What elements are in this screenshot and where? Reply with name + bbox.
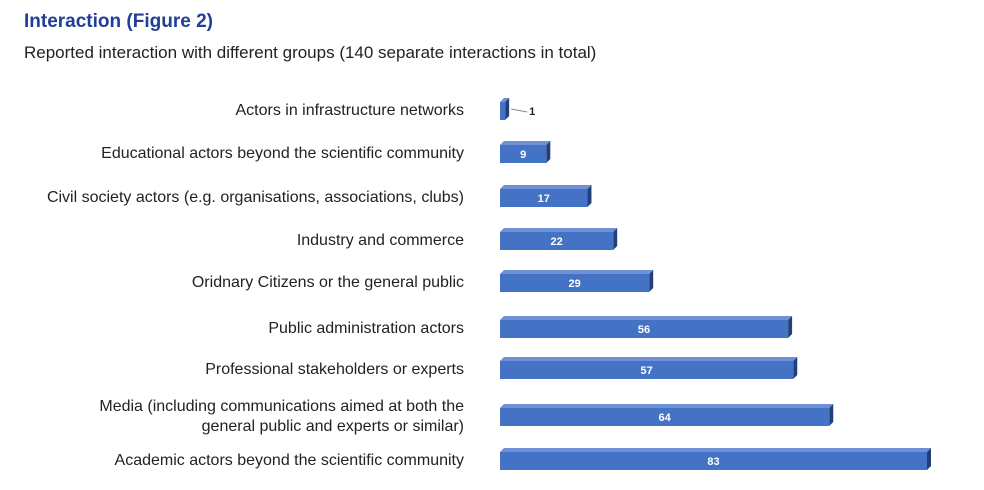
category-label: Actors in infrastructure networks (235, 102, 464, 119)
category-label: Media (including communications aimed at… (99, 398, 464, 435)
bar (500, 185, 592, 207)
data-label: 1 (529, 106, 535, 118)
bar-side (613, 228, 618, 250)
bar-top (500, 141, 551, 145)
data-label: 22 (550, 236, 562, 248)
bar (500, 228, 618, 250)
data-label: 29 (568, 278, 580, 290)
data-label: 83 (707, 456, 719, 468)
bar-top (500, 357, 798, 361)
bar-top (500, 316, 793, 320)
data-label: 9 (520, 149, 526, 161)
bar-front (500, 189, 588, 207)
category-label: Industry and commerce (297, 232, 464, 249)
bar-side (546, 141, 551, 163)
bar (500, 448, 931, 470)
bar (500, 98, 510, 120)
category-label: Educational actors beyond the scientific… (101, 145, 464, 162)
bar-side (587, 185, 592, 207)
bar (500, 270, 654, 292)
bar-side (829, 404, 834, 426)
bar-top (500, 98, 510, 102)
bar-side (793, 357, 798, 379)
chart-title: Interaction (Figure 2) (24, 11, 213, 32)
bar (500, 357, 798, 379)
bar-front (500, 274, 650, 292)
bar (500, 316, 793, 338)
data-label: 64 (659, 412, 672, 424)
bar-top (500, 270, 654, 274)
category-label: Professional stakeholders or experts (205, 361, 464, 378)
bar-front (500, 361, 794, 379)
category-label: Academic actors beyond the scientific co… (115, 452, 464, 469)
data-label: 17 (538, 193, 550, 205)
category-label: Civil society actors (e.g. organisations… (47, 189, 464, 206)
bar-side (927, 448, 931, 470)
data-label: 57 (640, 365, 652, 377)
data-label: 56 (638, 324, 650, 336)
leader-line (511, 108, 528, 113)
bar-top (500, 185, 592, 189)
bar-side (788, 316, 793, 338)
bar-front (500, 145, 547, 163)
bar-top (500, 228, 618, 232)
bar-front (500, 320, 789, 338)
bar-front (500, 232, 614, 250)
bar-front (500, 102, 506, 120)
category-label: Oridnary Citizens or the general public (192, 274, 464, 291)
bar-front (500, 408, 830, 426)
bar-front (500, 452, 927, 470)
bar (500, 404, 834, 426)
bar-side (649, 270, 654, 292)
category-label: Public administration actors (268, 320, 464, 337)
bar-top (500, 404, 834, 408)
bar-top (500, 448, 931, 452)
bar-side (505, 98, 510, 120)
chart-subtitle: Reported interaction with different grou… (24, 43, 596, 62)
bar (500, 141, 551, 163)
